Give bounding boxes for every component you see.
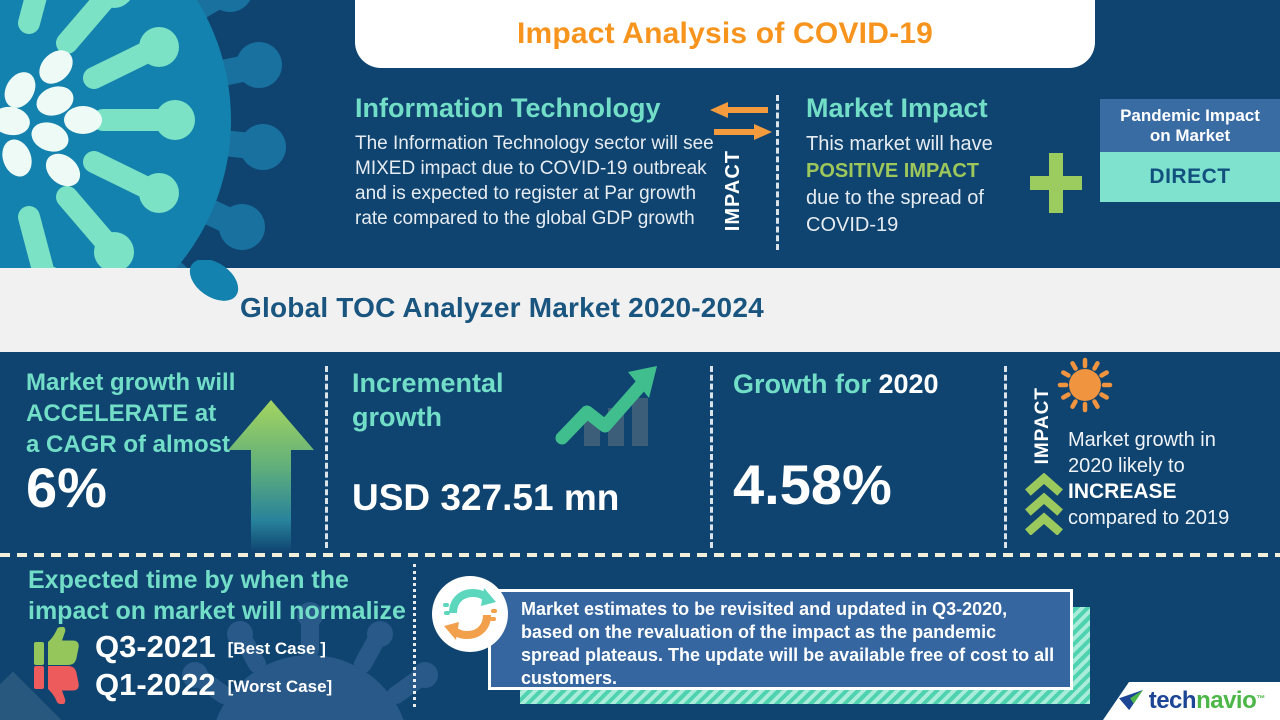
impact-vertical-label-stats: IMPACT [1032,387,1053,465]
incremental-growth-title: Incremental growth [352,368,504,432]
faint-virus-silhouette [182,602,438,720]
it-section-title: Information Technology [355,93,661,123]
mi-line2: due to the spread of [806,187,984,209]
cagr-value: 6% [26,456,107,519]
mi-line3: COVID-19 [806,214,899,236]
mi-highlight: POSITIVE IMPACT [806,160,979,182]
header-title: Impact Analysis of COVID-19 [516,17,934,50]
worst-case-label: [Worst Case] [227,677,333,696]
pandemic-impact-box: Pandemic Impact on Market DIRECT [1100,99,1280,202]
best-case-row: Q3-2021 [Best Case ] [95,629,326,665]
chevrons-up-icon [1025,473,1063,535]
refresh-icon [432,576,508,652]
trend-up-icon [555,366,657,446]
market-impact-body: This market will have POSITIVE IMPACT du… [806,131,993,239]
impact-vertical-label-top: IMPACT [722,150,744,232]
note-text: Market estimates to be revisited and upd… [521,599,1055,688]
header-banner: Impact Analysis of COVID-19 [355,0,1095,68]
market-impact-title: Market Impact [806,93,988,123]
virus-spike-overlay [189,260,239,301]
worst-case-row: Q1-2022 [Worst Case] [95,667,332,703]
mi-line1: This market will have [806,133,993,155]
best-case-label: [Best Case ] [227,639,326,658]
impact-2020-text: Market growth in 2020 likely to INCREASE… [1068,429,1230,529]
horizontal-dashed-divider [0,553,1280,557]
vertical-divider-top [776,95,779,250]
pandemic-impact-value: DIRECT [1100,152,1280,202]
stats-divider-1 [325,366,328,548]
cagr-statement: Market growth will ACCELERATE at a CAGR … [26,369,236,458]
coronavirus-illustration [0,0,286,300]
pandemic-impact-label: Pandemic Impact on Market [1100,99,1280,152]
trademark-symbol: ™ [1256,693,1266,704]
plus-icon [1030,153,1082,213]
market-title: Global TOC Analyzer Market 2020-2024 [240,292,764,323]
normalize-heading: Expected time by when the impact on mark… [28,566,406,625]
thumbs-down-icon [34,666,79,704]
virus-icon [1057,357,1113,413]
incremental-growth-value: USD 327.51 mn [352,477,620,518]
stats-divider-3 [1004,366,1007,548]
exchange-arrows-icon [710,102,772,140]
market-title-strip: Global TOC Analyzer Market 2020-2024 [0,268,1280,352]
growth-2020-value: 4.58% [733,453,892,516]
it-section-body: The Information Technology sector will s… [355,133,714,229]
worst-case-quarter: Q1-2022 [95,667,216,702]
stats-divider-2 [710,366,713,548]
note-box: Market estimates to be revisited and upd… [488,589,1073,690]
best-case-quarter: Q3-2021 [95,629,216,664]
up-arrow-icon [228,400,314,552]
technavio-logo-mark [1118,690,1143,711]
thumbs-up-icon [34,627,79,665]
technavio-logo: technavio™ [1103,682,1280,720]
vertical-dotted-divider-bottom [413,564,416,707]
growth-2020-title: Growth for 2020 [733,369,939,399]
